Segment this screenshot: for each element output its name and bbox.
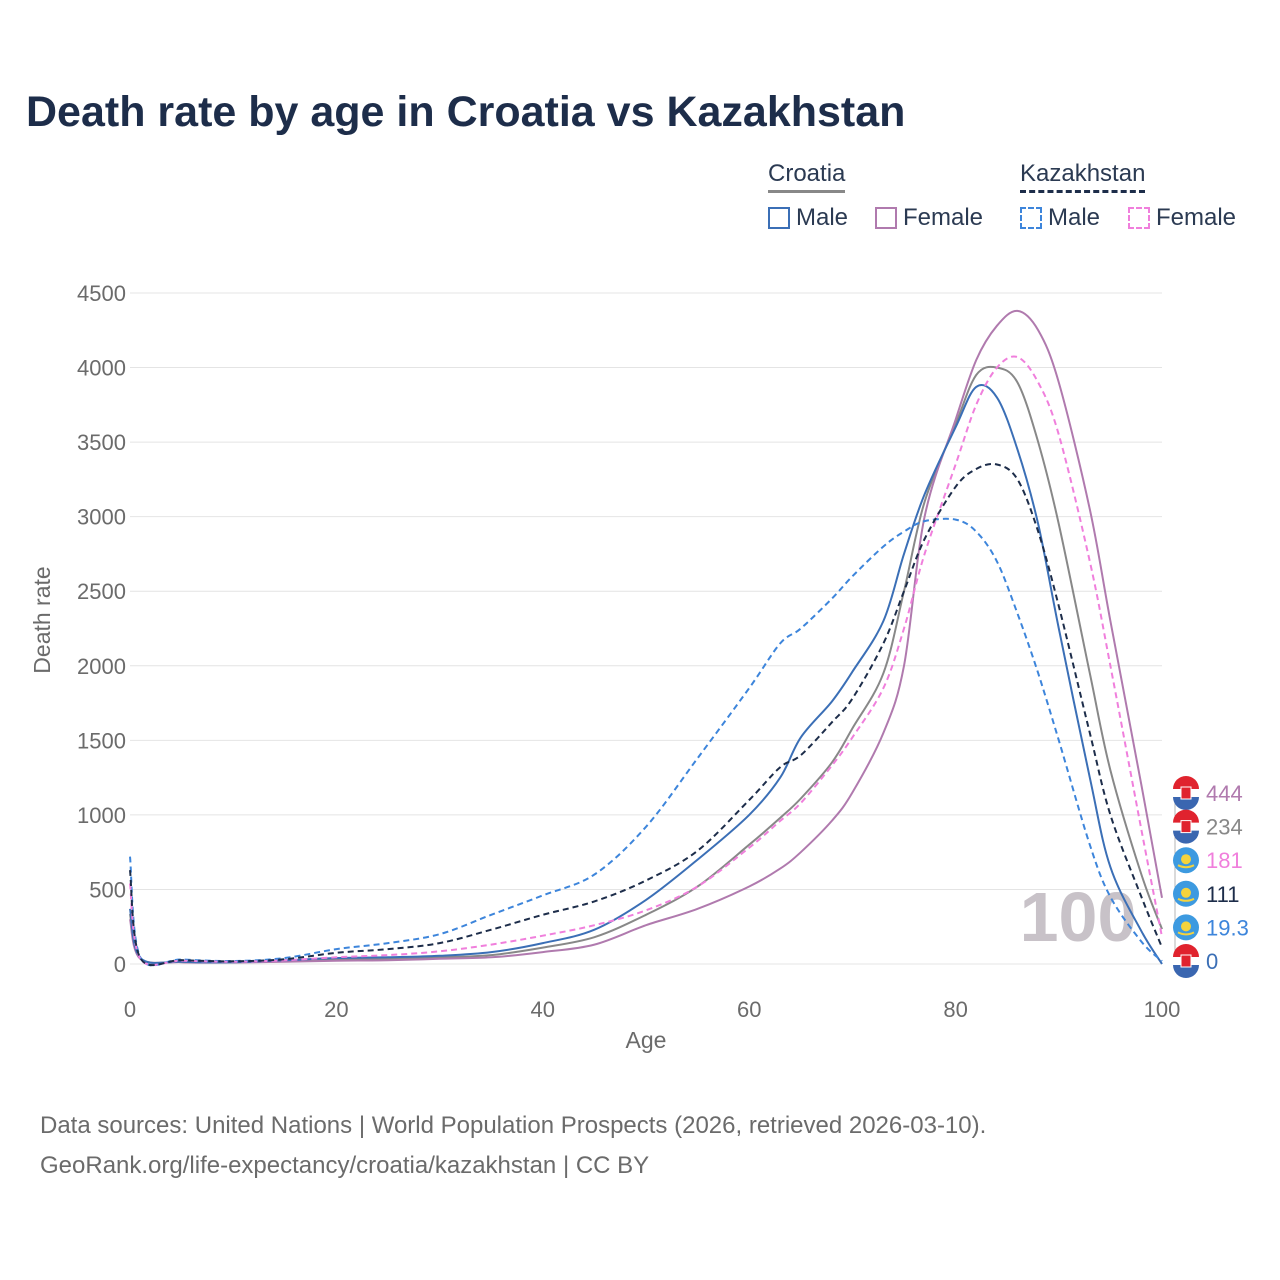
x-tick-label: 20 bbox=[324, 997, 348, 1022]
legend-swatch-kazakhstan-male bbox=[1020, 207, 1042, 229]
x-tick-label: 0 bbox=[124, 997, 136, 1022]
end-label-kazakhstan-total: 111 bbox=[1206, 882, 1239, 907]
legend-group-title-kazakhstan: Kazakhstan bbox=[1020, 160, 1146, 193]
footer-sources: Data sources: United Nations | World Pop… bbox=[40, 1112, 987, 1139]
x-tick-label: 100 bbox=[1144, 997, 1181, 1022]
y-tick-label: 3000 bbox=[77, 505, 126, 530]
legend-group-croatia: Croatia Male Female bbox=[768, 160, 983, 231]
croatia-flag-icon bbox=[1173, 809, 1199, 844]
x-tick-label: 80 bbox=[943, 997, 967, 1022]
legend-swatch-croatia-female bbox=[875, 207, 897, 229]
y-tick-label: 2500 bbox=[77, 579, 126, 604]
y-tick-label: 500 bbox=[89, 877, 126, 902]
y-tick-label: 4000 bbox=[77, 356, 126, 381]
legend-item-kazakhstan-male[interactable]: Male bbox=[1020, 204, 1100, 232]
series-lines bbox=[129, 309, 1163, 967]
series-line-kazakhstan-female[interactable] bbox=[129, 355, 1163, 966]
x-tick-label: 40 bbox=[531, 997, 555, 1022]
croatia-flag-icon bbox=[1173, 944, 1199, 978]
y-axis-ticks: 0 500 1000 1500 2000 2500 3000 3500 4000 4500 bbox=[77, 281, 126, 977]
legend-label-croatia-male: Male bbox=[796, 204, 849, 231]
current-age-watermark: 100 bbox=[1020, 878, 1137, 956]
legend-label-kazakhstan-female: Female bbox=[1156, 204, 1237, 231]
legend-swatch-kazakhstan-female bbox=[1128, 207, 1150, 229]
x-axis-label: Age bbox=[626, 1027, 667, 1053]
footer: Data sources: United Nations | World Pop… bbox=[40, 1106, 986, 1186]
croatia-flag-icon bbox=[1173, 776, 1199, 810]
legend-label-croatia-female: Female bbox=[903, 204, 984, 231]
x-axis-ticks: 0 20 40 60 80 100 bbox=[124, 997, 1180, 1022]
kazakhstan-flag-icon bbox=[1173, 880, 1199, 907]
legend-group-kazakhstan: Kazakhstan Male Female bbox=[1020, 160, 1236, 231]
end-label-croatia-female: 444 bbox=[1206, 781, 1243, 806]
y-tick-label: 0 bbox=[114, 952, 126, 977]
x-tick-label: 60 bbox=[737, 997, 761, 1022]
series-line-kazakhstan-male[interactable] bbox=[129, 517, 1163, 967]
end-label-croatia-male: 0 bbox=[1206, 949, 1218, 974]
end-labels: 444 234 181 111 19.3 0 bbox=[1173, 776, 1249, 978]
y-tick-label: 1500 bbox=[77, 728, 126, 753]
end-label-croatia-total: 234 bbox=[1206, 815, 1243, 840]
legend-item-croatia-male[interactable]: Male bbox=[768, 204, 848, 232]
y-tick-label: 4500 bbox=[77, 281, 126, 306]
y-axis-label: Death rate bbox=[29, 566, 55, 673]
legend-swatch-croatia-male bbox=[768, 207, 790, 229]
chart-title: Death rate by age in Croatia vs Kazakhst… bbox=[26, 88, 906, 136]
legend-item-kazakhstan-female[interactable]: Female bbox=[1128, 204, 1236, 232]
legend-label-kazakhstan-male: Male bbox=[1048, 204, 1101, 231]
y-tick-label: 3500 bbox=[77, 430, 126, 455]
series-line-croatia-total[interactable] bbox=[129, 365, 1163, 964]
legend-item-croatia-female[interactable]: Female bbox=[875, 204, 983, 232]
footer-link[interactable]: GeoRank.org/life-expectancy/croatia/kaza… bbox=[40, 1152, 650, 1179]
end-label-kazakhstan-male: 19.3 bbox=[1206, 915, 1249, 940]
legend-group-title-croatia: Croatia bbox=[768, 160, 846, 193]
end-label-kazakhstan-female: 181 bbox=[1206, 848, 1243, 873]
y-tick-label: 2000 bbox=[77, 654, 126, 679]
series-line-croatia-male[interactable] bbox=[129, 384, 1163, 965]
kazakhstan-flag-icon bbox=[1173, 847, 1199, 874]
y-tick-label: 1000 bbox=[77, 803, 126, 828]
kazakhstan-flag-icon bbox=[1173, 914, 1199, 941]
series-line-croatia-female[interactable] bbox=[129, 309, 1163, 964]
series-line-kazakhstan-total[interactable] bbox=[129, 462, 1163, 967]
gridlines bbox=[130, 292, 1162, 965]
